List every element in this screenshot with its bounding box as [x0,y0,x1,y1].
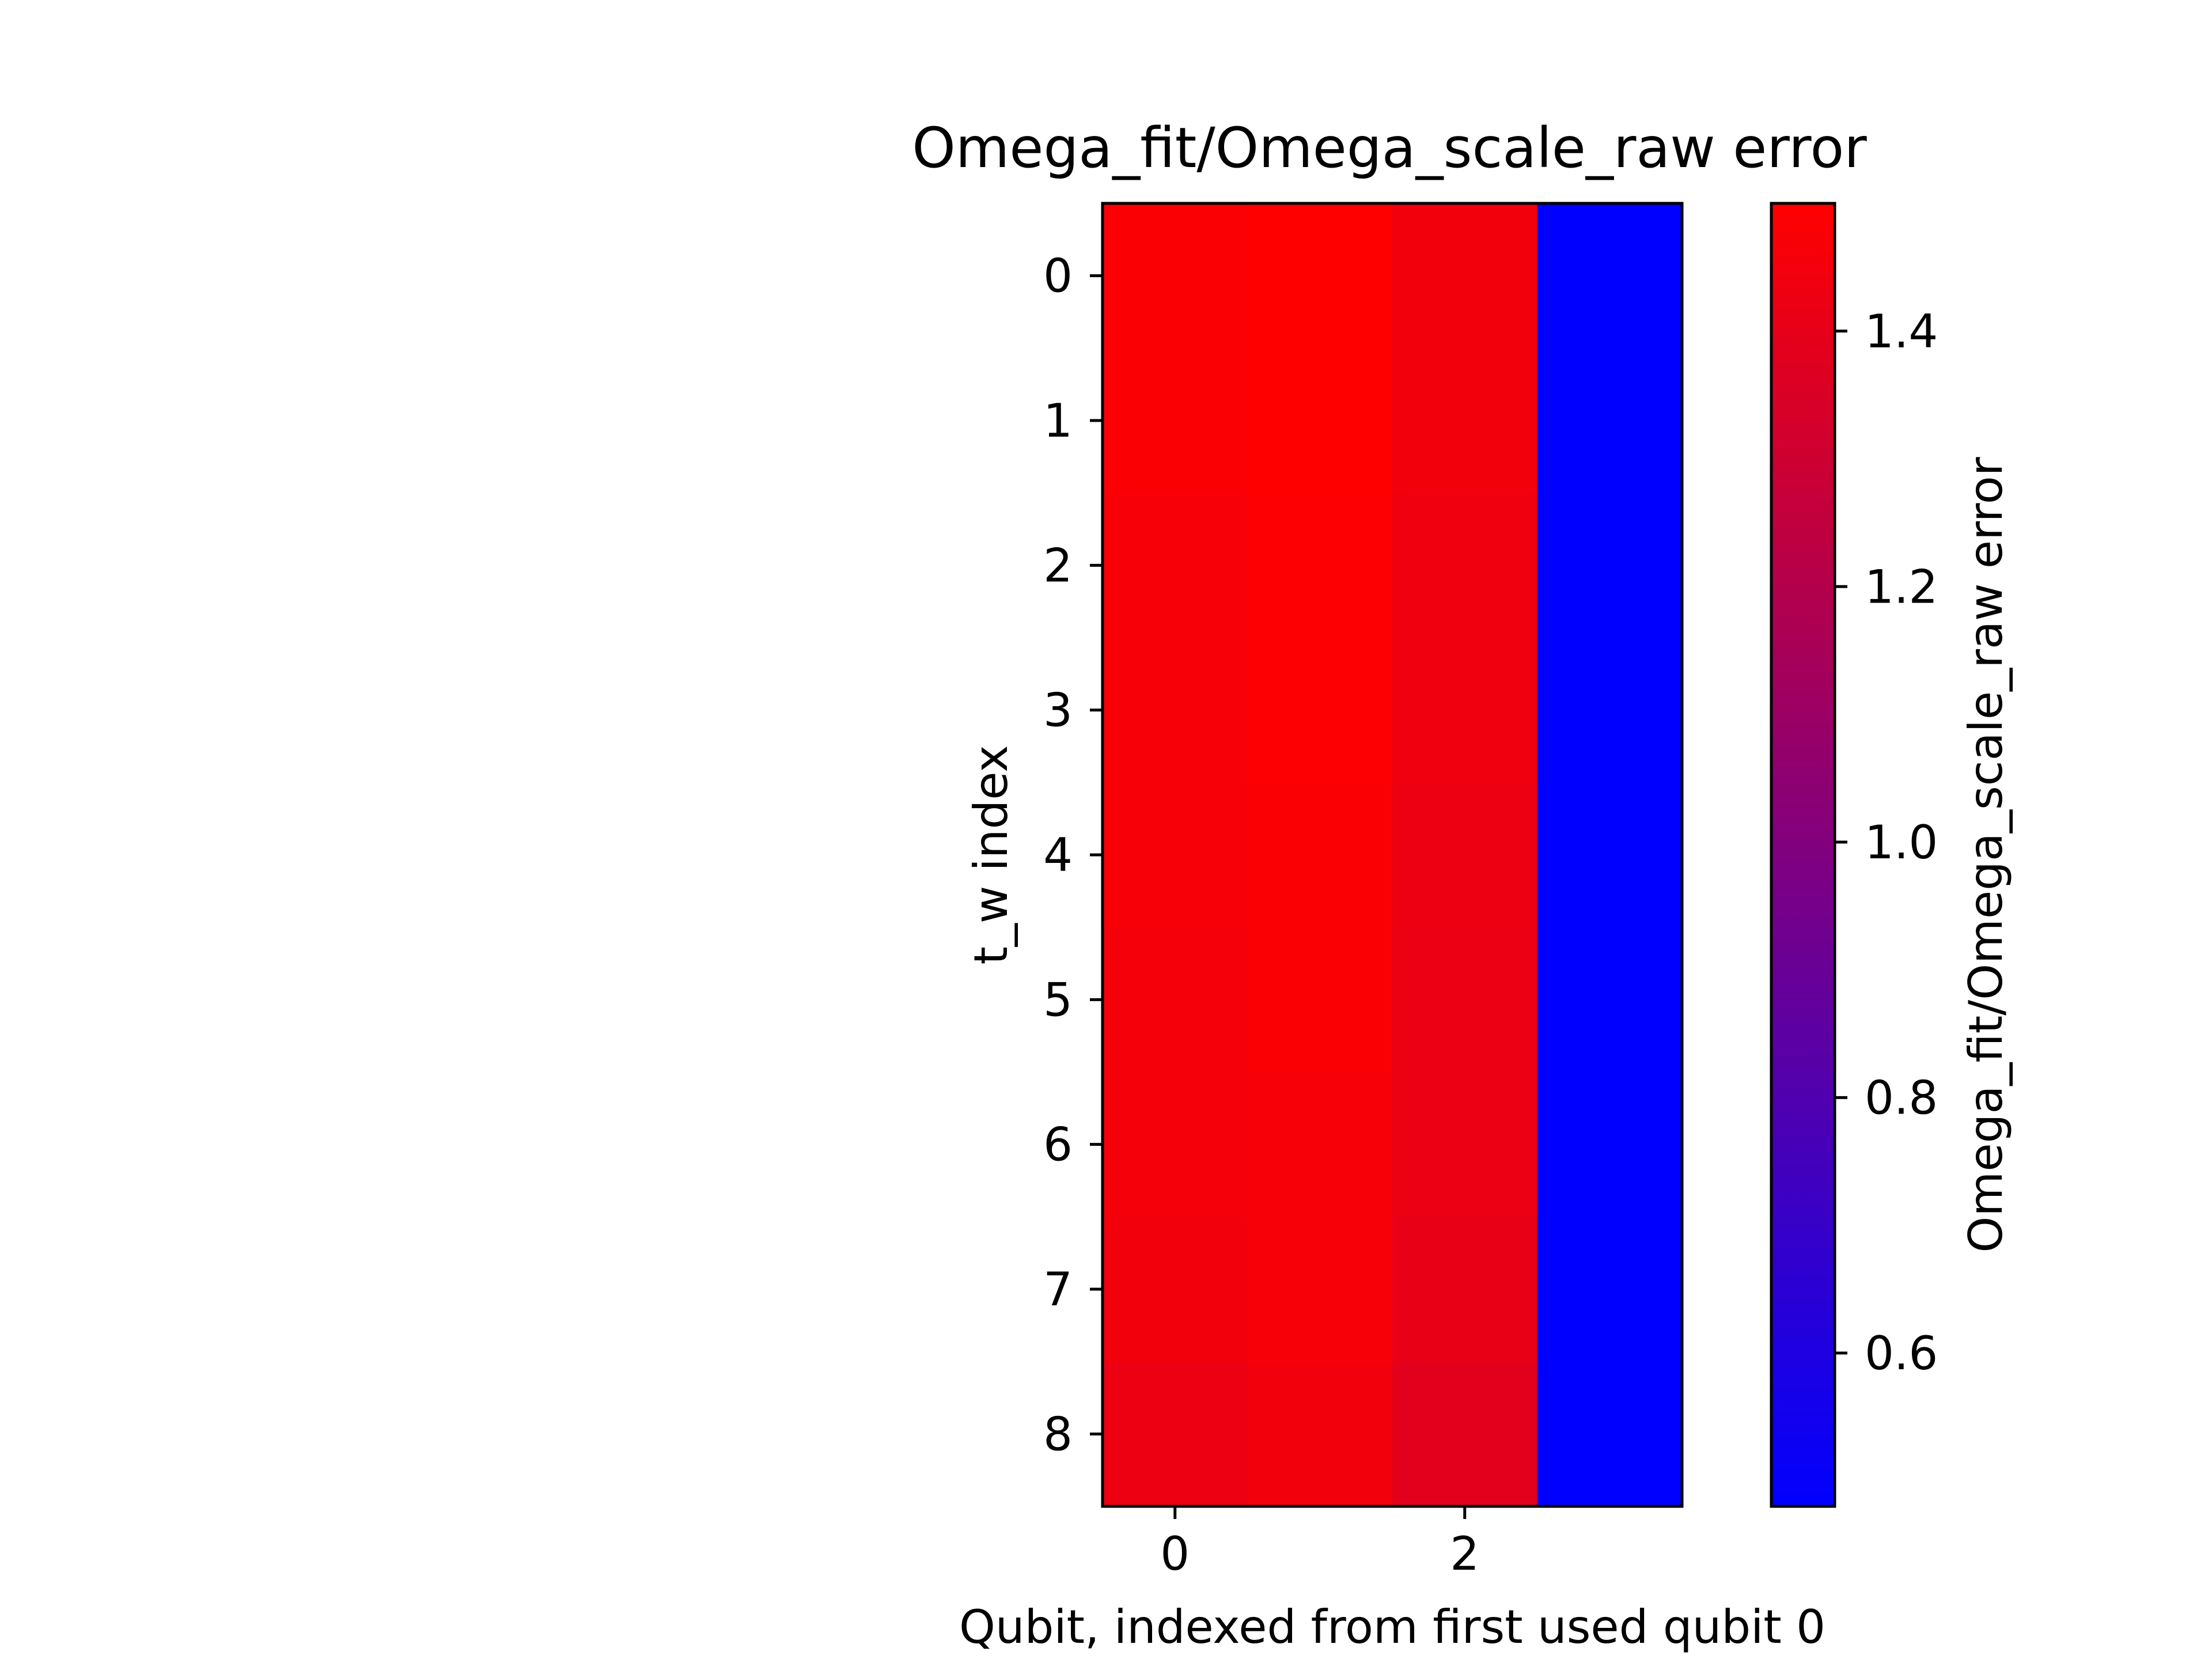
heatmap-cell [1247,1217,1393,1362]
y-tick-label: 8 [1043,1407,1073,1461]
chart-title: Omega_fit/Omega_scale_raw error [912,116,1867,180]
y-tick-label: 3 [1043,684,1073,737]
colorbar-ticks: 0.6 0.8 1.0 1.2 1.4 [1835,305,1938,1380]
y-tick-label: 5 [1043,973,1073,1027]
x-axis-label: Qubit, indexed from first used qubit 0 [959,1600,1825,1654]
heatmap-cell [1537,348,1683,494]
heatmap-cell [1103,1072,1248,1217]
heatmap-cell [1103,638,1248,783]
heatmap-cell [1392,927,1537,1073]
x-tick-label: 2 [1450,1527,1479,1581]
heatmap-cell [1392,782,1537,928]
heatmap-cell [1392,493,1537,638]
heatmap-cell [1537,782,1683,928]
heatmap-cell [1392,348,1537,494]
heatmap-cell [1103,1217,1248,1362]
y-axis-label: t_w index [964,745,1018,964]
heatmap-cell [1392,1361,1537,1507]
heatmap-cell [1247,782,1393,928]
heatmap-cell [1537,203,1683,349]
heatmap-cell [1103,493,1248,638]
heatmap-cell [1537,638,1683,783]
heatmap-cell [1537,927,1683,1073]
heatmap-cells [1103,203,1683,1507]
y-axis-ticks: 0 1 2 3 4 5 6 7 8 [1043,249,1103,1461]
heatmap-cell [1247,348,1393,494]
heatmap-cell [1103,348,1248,494]
heatmap-cell [1247,203,1393,349]
colorbar-tick-label: 1.4 [1865,305,1938,358]
heatmap-cell [1537,493,1683,638]
heatmap-cell [1103,203,1248,349]
heatmap-cell [1392,1217,1537,1362]
y-tick-label: 6 [1043,1118,1073,1172]
heatmap-cell [1537,1217,1683,1362]
heatmap-cell [1247,1072,1393,1217]
heatmap-cell [1103,782,1248,928]
colorbar-tick-label: 0.6 [1865,1327,1938,1380]
colorbar-label: Omega_fit/Omega_scale_raw error [1959,457,2013,1252]
heatmap-cell [1537,1361,1683,1507]
heatmap-cell [1103,927,1248,1073]
y-tick-label: 2 [1043,539,1073,592]
heatmap-cell [1392,638,1537,783]
heatmap-cell [1247,927,1393,1073]
heatmap-cell [1247,1361,1393,1507]
colorbar [1770,202,1836,1508]
colorbar-tick-label: 0.8 [1865,1071,1938,1124]
colorbar-tick-label: 1.2 [1865,560,1938,613]
heatmap-cell [1247,638,1393,783]
heatmap-cell [1392,1072,1537,1217]
heatmap-cell [1537,1072,1683,1217]
y-tick-label: 1 [1043,394,1073,448]
heatmap-cell [1392,203,1537,349]
colorbar-tick-label: 1.0 [1865,816,1938,869]
heatmap-cell [1103,1361,1248,1507]
y-tick-label: 4 [1043,828,1073,882]
x-tick-label: 0 [1160,1527,1190,1581]
y-tick-label: 7 [1043,1263,1073,1316]
y-tick-label: 0 [1043,249,1073,303]
heatmap-cell [1247,493,1393,638]
